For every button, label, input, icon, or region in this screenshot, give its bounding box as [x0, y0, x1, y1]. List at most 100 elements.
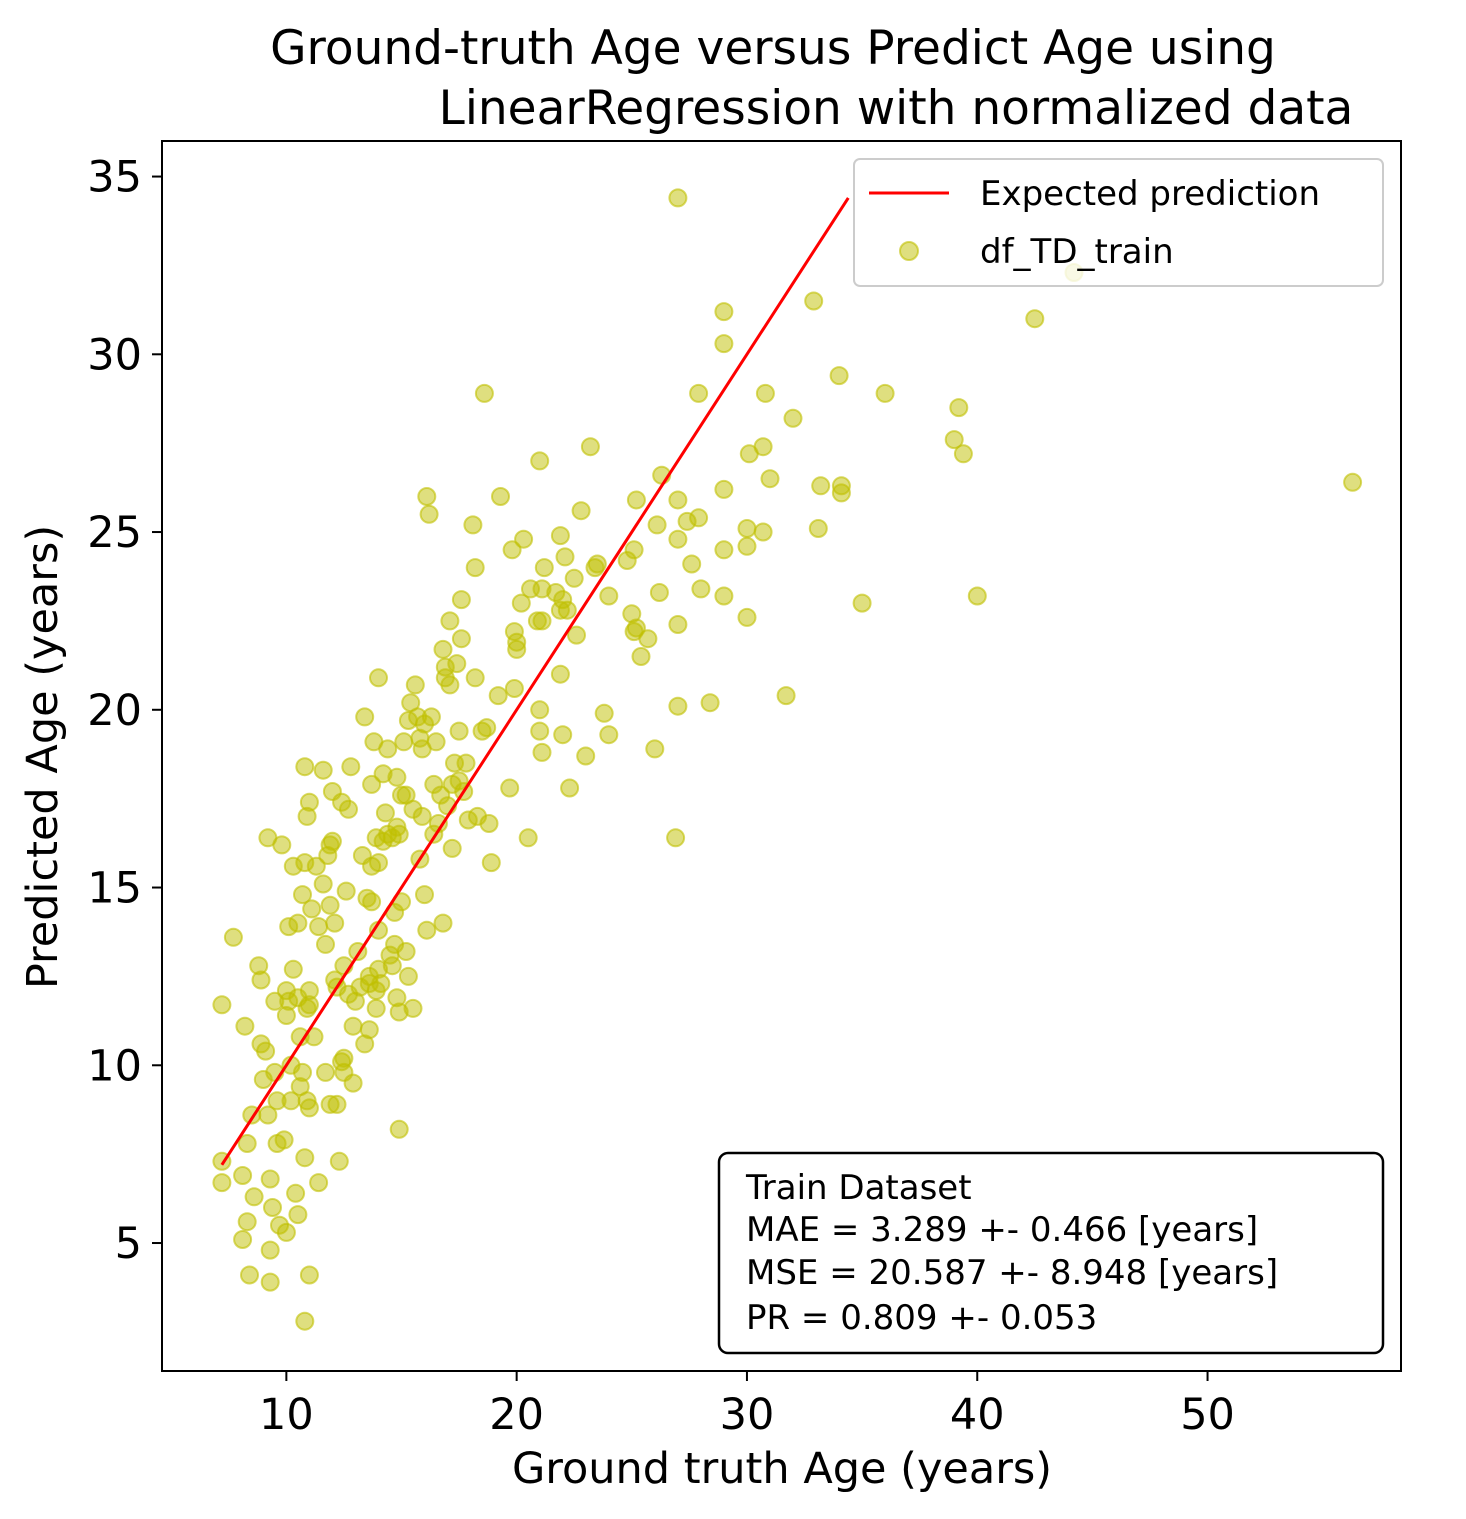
data-point [313, 874, 333, 894]
data-point [488, 686, 508, 706]
data-point [507, 632, 527, 652]
data-point [433, 913, 453, 933]
data-point [263, 1198, 282, 1217]
data-point [223, 927, 243, 947]
data-point [375, 803, 395, 823]
data-point [599, 586, 619, 606]
data-point [382, 956, 402, 976]
data-point [755, 383, 775, 403]
data-point [355, 707, 375, 727]
data-point [875, 383, 895, 403]
data-point [244, 1187, 264, 1207]
stats-line-mae: MAE = 3.289 +- 0.466 [years] [746, 1210, 1258, 1250]
y-tick-label: 35 [87, 153, 142, 203]
data-point [371, 974, 391, 993]
chart-title-line-1: Ground-truth Age versus Predict Age usin… [270, 21, 1276, 76]
x-axis: 10 20 30 40 50 [259, 1371, 1235, 1440]
legend-marker-swatch [899, 241, 919, 261]
data-point [293, 1062, 312, 1082]
x-axis-label: Ground truth Age (years) [512, 1444, 1052, 1494]
data-point [666, 828, 686, 848]
data-point [302, 899, 322, 919]
data-point [389, 1119, 409, 1139]
data-point [668, 615, 688, 634]
data-point [274, 1130, 294, 1150]
data-point [299, 1265, 319, 1285]
data-point [325, 913, 345, 933]
data-point [691, 579, 711, 599]
data-point [299, 792, 319, 812]
plot-frame [161, 140, 1402, 1372]
data-point [336, 881, 356, 901]
data-point [465, 558, 485, 578]
data-point [288, 913, 308, 933]
data-point [329, 1151, 349, 1171]
line-layer [220, 197, 850, 1166]
y-tick-label: 5 [115, 1219, 142, 1269]
data-point [456, 753, 476, 773]
data-point [320, 895, 340, 915]
data-point [463, 515, 483, 535]
data-point [316, 934, 335, 954]
data-point [714, 540, 734, 560]
data-point [668, 490, 688, 510]
legend-box [853, 158, 1384, 287]
data-point [626, 618, 646, 638]
y-tick-label: 10 [87, 1041, 142, 1091]
data-point [299, 1098, 319, 1118]
stats-box: Train Dataset MAE = 3.289 +- 0.466 [year… [717, 1151, 1385, 1355]
expected-prediction-line [220, 197, 850, 1166]
data-point [953, 444, 973, 464]
data-point [316, 1062, 335, 1082]
scatter-layer [212, 188, 1363, 1331]
y-tick-label: 30 [87, 330, 142, 380]
data-point [415, 885, 434, 905]
data-point [1343, 472, 1363, 492]
data-point [212, 1173, 232, 1193]
data-point [689, 383, 709, 403]
data-point [389, 824, 409, 844]
data-point [477, 718, 497, 738]
data-point [295, 1148, 315, 1168]
legend-label-expected: Expected prediction [980, 174, 1320, 214]
data-point [276, 1222, 296, 1242]
data-point [327, 1094, 347, 1114]
data-point [369, 853, 388, 873]
data-point [511, 593, 531, 613]
data-point [737, 607, 757, 627]
data-point [668, 188, 688, 208]
data-point [1025, 309, 1045, 329]
data-point [260, 1169, 280, 1189]
data-point [465, 668, 485, 688]
stats-line-mse: MSE = 20.587 +- 8.948 [years] [746, 1253, 1278, 1293]
y-axis-label: Predicted Age (years) [18, 525, 68, 989]
data-point [514, 529, 534, 549]
data-point [649, 583, 669, 602]
data-point [240, 1265, 259, 1285]
data-point [286, 1183, 306, 1203]
data-point [419, 504, 439, 524]
data-point [682, 554, 702, 574]
data-point [753, 437, 773, 457]
data-point [403, 998, 423, 1018]
data-point [668, 696, 688, 716]
data-point [626, 490, 646, 510]
data-point [235, 1016, 255, 1036]
data-point [295, 1311, 315, 1331]
data-point [272, 835, 292, 855]
data-point [631, 647, 651, 666]
data-point [500, 778, 520, 798]
data-point [831, 476, 851, 496]
data-point [447, 654, 467, 674]
data-point [309, 917, 329, 937]
data-point [599, 725, 619, 745]
data-point [714, 479, 734, 499]
data-point [288, 1205, 308, 1225]
data-point [258, 1105, 278, 1125]
data-point [394, 732, 414, 752]
data-point [233, 1166, 253, 1185]
data-point [714, 586, 734, 606]
data-point [571, 501, 591, 521]
data-point [343, 1016, 363, 1036]
data-point [405, 675, 425, 695]
